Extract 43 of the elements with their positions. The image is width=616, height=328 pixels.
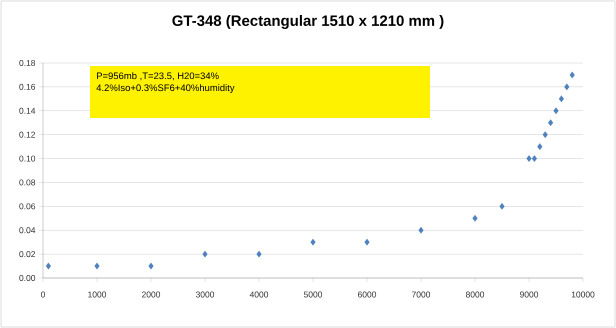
- y-tick-label: 0.08: [19, 179, 36, 186]
- y-tick-label: 0.12: [19, 132, 36, 138]
- x-tick-label: 7000: [412, 292, 430, 298]
- point: [526, 155, 532, 162]
- point: [310, 238, 316, 246]
- point: [202, 250, 208, 258]
- y-tick-label: 0.04: [19, 227, 36, 234]
- point: [532, 155, 538, 162]
- x-tick-label: 6000: [358, 292, 376, 298]
- point: [570, 72, 575, 78]
- annotation: 4.2%Iso+0.3%SF6+40%humidity: [96, 84, 235, 93]
- y-tick-label: 0.06: [19, 203, 36, 210]
- y-tick-label: 0.10: [19, 156, 36, 162]
- point: [364, 238, 370, 246]
- point: [553, 107, 559, 114]
- x-tick-label: 4000: [250, 292, 268, 298]
- y-tick-label: 0.14: [19, 108, 36, 114]
- point: [46, 262, 51, 270]
- point: [418, 226, 424, 234]
- y-tick-label: 0.18: [19, 60, 36, 66]
- point: [542, 131, 548, 138]
- point: [472, 214, 478, 222]
- point: [537, 143, 542, 150]
- x-tick-label: 0: [40, 292, 46, 298]
- x-tick-label: 8000: [466, 292, 484, 298]
- x-tick-label: 1000: [88, 292, 106, 298]
- x-tick-label: 2000: [142, 292, 160, 298]
- x-tick-label: 9000: [520, 292, 538, 298]
- x-tick-label: 5000: [304, 292, 322, 298]
- point: [548, 119, 554, 126]
- point: [94, 262, 100, 270]
- point: [256, 250, 262, 258]
- y-tick-label: 0.02: [19, 251, 36, 258]
- point: [558, 95, 564, 102]
- y-tick-label: 0.16: [19, 84, 36, 90]
- annotation: P=956mb ,T=23.5, H20=34%: [96, 72, 219, 80]
- point: [499, 202, 505, 210]
- x-tick-label: 3000: [196, 292, 214, 298]
- y-tick-label: 0.00: [19, 275, 36, 281]
- point: [148, 262, 154, 270]
- point: [564, 83, 570, 90]
- x-tick-label: 10000: [572, 292, 594, 298]
- chart-title: GT-348 (Rectangular 1510 x 1210 mm ): [172, 15, 444, 29]
